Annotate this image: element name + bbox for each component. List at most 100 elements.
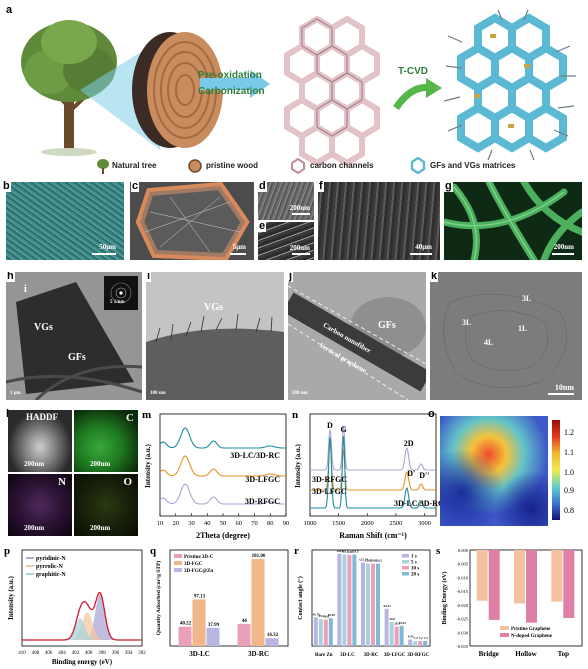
chart-q-legend-swatch-1: [174, 554, 182, 558]
chart-n-peak-4: D': [407, 469, 415, 478]
raman-map: [440, 416, 548, 526]
chart-n-legend-3: 3D-LC/3D-RC: [394, 499, 440, 508]
chart-r-bar-2-2: [371, 563, 375, 646]
chart-n-ylabel: Intensity (a.u.): [294, 443, 302, 487]
channel-legend-icon: [291, 158, 305, 174]
eds-map-c-label: C: [126, 412, 134, 424]
chart-p-xtick-3: 404: [58, 651, 66, 656]
colorbar-tick-5: 0.8: [564, 506, 574, 515]
chart-r-bar-3-1: [389, 622, 394, 646]
chart-r-value-0-1: 39.2: [319, 614, 325, 618]
panel-h-inset-label: 5 1/nm: [110, 300, 125, 305]
chart-q-bar-1-2: [265, 638, 279, 646]
chart-n-xtick-3: 2500: [389, 520, 402, 527]
chart-r-bar-0-2: [323, 619, 328, 646]
layer-label-4: 4L: [484, 338, 494, 347]
chart-n-frame: [309, 413, 437, 517]
chart-r-value-1-0: 134.5: [336, 549, 344, 553]
scale-bar-e: [292, 253, 310, 255]
panel-label-h: h: [6, 272, 15, 282]
chart-p-xtick-5: 400: [85, 651, 93, 656]
chart-s-ytick-5: -0.025: [456, 617, 468, 622]
chart-s-ytick-1: -0.005: [456, 562, 468, 567]
chart-r-bar-3-2: [394, 626, 399, 646]
scale-bar-f: [410, 253, 432, 255]
tem-image-h: [6, 272, 142, 400]
panel-label-g: g: [444, 182, 453, 192]
chart-r-bar-3-3: [399, 625, 404, 646]
chart-s-category-1: Hollow: [515, 650, 537, 658]
chart-q-bar-1-0: [237, 623, 251, 646]
chart-m-xtick-3: 40: [204, 520, 211, 527]
chart-q-legend-2: 3D-FGC: [184, 562, 203, 567]
scale-label-h: 1 μm: [10, 391, 21, 396]
scale-bar-d: [292, 213, 310, 215]
panel-k: k 3L 3L 1L 4L 10nm: [430, 272, 582, 400]
scale-label-i: 100 nm: [150, 391, 166, 396]
wood-log-illustration: [132, 32, 223, 148]
chart-r-value-2-2: 120.1: [370, 559, 378, 563]
colorbar-tick-4: 0.9: [564, 486, 574, 495]
chart-m-xtick-1: 20: [173, 520, 180, 527]
chart-r-legend-4: 20 s: [411, 573, 419, 578]
panel-label-p: p: [4, 545, 10, 557]
legend-carbon-channels: carbon channels: [310, 161, 374, 170]
chart-r-bar-2-1: [366, 563, 370, 646]
chart-m-xtick-6: 70: [251, 520, 258, 527]
panel-g: g 200nm: [444, 182, 582, 260]
chart-s-bar-2-0: [551, 550, 563, 602]
layer-label-1: 3L: [522, 294, 532, 303]
matrix-legend-icon: [410, 157, 426, 174]
chart-r-value-0-2: 38.6: [324, 615, 330, 619]
chart-r-bar-4-3: [423, 641, 428, 646]
panel-label-d: d: [258, 180, 267, 192]
chart-q-legend-1: Pristine 3D-C: [184, 555, 214, 560]
chart-s-legend-1: Pristine Graphene: [511, 627, 551, 632]
chart-q-legend-swatch-3: [174, 568, 182, 572]
carbon-channels-illustration: [284, 15, 380, 167]
scale-bar-k: [548, 393, 574, 395]
chart-r-value-1-2: 133: [348, 550, 353, 554]
chart-p-legend-2: pyrrolic-N: [36, 564, 64, 570]
chart-q-value-1-2: 16.32: [267, 633, 279, 638]
chart-r-value-2-3: 120.2: [375, 559, 383, 563]
chart-r-value-3-0: 54.23: [384, 604, 392, 608]
chart-p-envelope: [22, 591, 142, 641]
panel-h-vgs-label: VGs: [34, 322, 53, 333]
chart-q-bar-0-1: [192, 599, 206, 646]
chart-q-value-0-1: 97.13: [194, 594, 206, 599]
eds-map-c: C 200nm: [74, 410, 138, 472]
chart-r-value-2-1: 120.5: [365, 558, 373, 562]
panel-a: a Pre-oxidation Carbonization: [0, 0, 588, 180]
panel-j-gfs-label: GFs: [378, 320, 396, 331]
chart-r-value-4-2: 7.2: [419, 636, 423, 640]
colorbar-tick-2: 1.1: [564, 448, 574, 457]
chart-r-legend-swatch-1: [402, 554, 409, 558]
chart-q-bar-0-0: [178, 626, 192, 646]
scale-label-d: 200nm: [289, 204, 310, 212]
colorbar: [552, 420, 560, 520]
colorbar-tick-3: 1.0: [564, 468, 574, 477]
panel-label-r: r: [294, 545, 299, 557]
chart-s-ytick-4: -0.020: [456, 603, 468, 608]
layer-label-3: 1L: [518, 324, 528, 333]
chart-n-peak-2: G: [341, 425, 347, 434]
chart-q-bar-0-2: [206, 627, 220, 646]
chart-n-peak-1: D: [327, 421, 333, 430]
panel-label-f: f: [318, 180, 324, 192]
chart-r-legend-3: 10 s: [411, 567, 419, 572]
panel-h: h i 5 1/nm VGs GFs 1 μm: [6, 272, 142, 400]
panel-label-i: i: [146, 272, 152, 282]
chart-s-ytick-2: -0.010: [456, 575, 468, 580]
chart-r-bar-0-3: [328, 618, 333, 646]
chart-p-xtick-8: 394: [125, 651, 133, 656]
chart-q-value-1-1: 181.06: [252, 554, 266, 559]
chart-p-legend-1: pyridinic-N: [36, 556, 66, 562]
chart-r-value-4-0: 9.55: [408, 635, 414, 639]
panel-d: d 200nm: [258, 180, 314, 220]
chart-n-xlabel: Raman Shift (cm⁻¹): [339, 531, 407, 540]
chart-p-frame: [21, 549, 143, 647]
chart-s-ytick-6: -0.030: [456, 630, 468, 635]
chart-s-bar-0-0: [476, 550, 488, 601]
